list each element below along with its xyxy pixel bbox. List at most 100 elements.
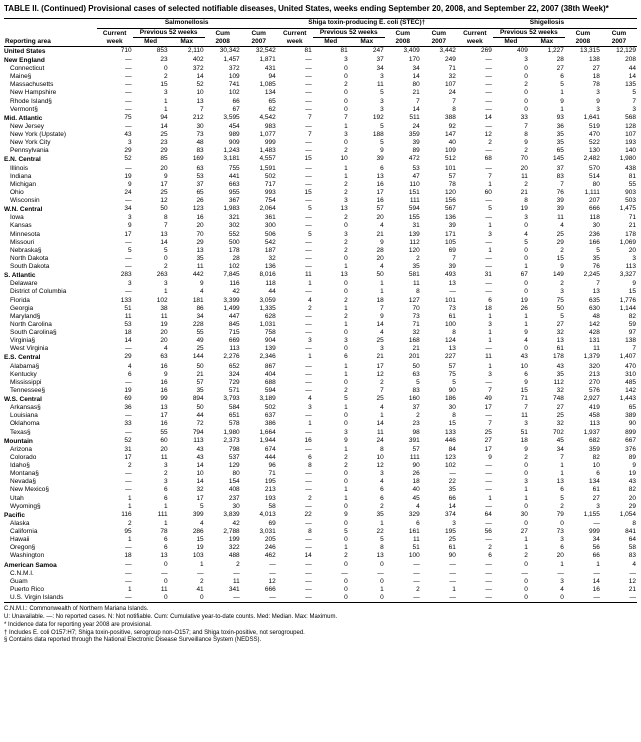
col-cum08-1: Cum2008 bbox=[385, 28, 421, 46]
data-cell: 904 bbox=[241, 337, 277, 345]
data-cell: 51 bbox=[97, 305, 133, 313]
data-cell: 1 bbox=[169, 561, 205, 570]
data-cell: 0 bbox=[493, 345, 529, 353]
area-cell: New York City bbox=[4, 139, 97, 147]
data-cell: 61 bbox=[421, 544, 457, 552]
data-cell: — bbox=[457, 345, 493, 353]
data-cell: 66 bbox=[205, 98, 241, 106]
data-cell: 156 bbox=[421, 197, 457, 205]
data-cell: 6 bbox=[565, 470, 601, 478]
data-cell: 6 bbox=[133, 486, 169, 494]
data-cell: 34 bbox=[349, 65, 385, 73]
data-cell: 19 bbox=[97, 173, 133, 181]
data-cell: 50 bbox=[385, 363, 421, 371]
data-cell: 35 bbox=[529, 139, 565, 147]
data-cell: 11 bbox=[385, 536, 421, 544]
data-cell: — bbox=[457, 586, 493, 594]
data-cell: 25 bbox=[133, 131, 169, 139]
data-cell: 3 bbox=[349, 345, 385, 353]
data-cell: 2 bbox=[313, 387, 349, 395]
data-cell: 29 bbox=[97, 353, 133, 362]
area-cell: Ohio bbox=[4, 189, 97, 197]
area-cell: West Virginia bbox=[4, 345, 97, 353]
data-cell: 34 bbox=[565, 536, 601, 544]
data-cell: 7 bbox=[565, 280, 601, 288]
data-cell: — bbox=[277, 345, 313, 353]
data-cell: 59 bbox=[601, 321, 637, 329]
data-cell: 17 bbox=[133, 412, 169, 420]
data-cell: 55 bbox=[169, 329, 205, 337]
data-cell: 567 bbox=[421, 205, 457, 214]
data-cell: 853 bbox=[133, 46, 169, 56]
data-cell: 3,839 bbox=[205, 511, 241, 520]
data-cell: 512 bbox=[421, 155, 457, 164]
table-row: Oklahoma33167257838610142315733211390 bbox=[4, 420, 637, 428]
data-cell: — bbox=[169, 570, 205, 578]
data-cell: 1 bbox=[493, 313, 529, 321]
data-cell: 26 bbox=[493, 305, 529, 313]
data-cell: 89 bbox=[601, 454, 637, 462]
data-cell: 13 bbox=[313, 271, 349, 280]
table-row: Delaware3391161181011113—0279 bbox=[4, 280, 637, 288]
data-cell: 109 bbox=[421, 147, 457, 155]
area-cell: Kansas bbox=[4, 222, 97, 230]
data-cell: 186 bbox=[421, 395, 457, 404]
data-cell: 39 bbox=[421, 222, 457, 230]
area-cell: Alabama§ bbox=[4, 363, 97, 371]
data-cell: 388 bbox=[421, 114, 457, 123]
data-cell: — bbox=[277, 222, 313, 230]
area-cell: Mountain bbox=[4, 437, 97, 446]
data-cell: 16 bbox=[169, 214, 205, 222]
data-cell: 669 bbox=[205, 337, 241, 345]
section-row: United States7108532,11030,34232,5428181… bbox=[4, 46, 637, 56]
data-cell: — bbox=[457, 570, 493, 578]
data-cell: 27 bbox=[529, 404, 565, 412]
data-cell: 1 bbox=[133, 106, 169, 114]
data-cell: 33 bbox=[97, 420, 133, 428]
data-cell: 9 bbox=[529, 263, 565, 271]
area-cell: Missouri bbox=[4, 239, 97, 247]
data-cell: 999 bbox=[565, 528, 601, 536]
data-cell: 1,069 bbox=[601, 239, 637, 247]
data-cell: 193 bbox=[601, 139, 637, 147]
data-cell: 2 bbox=[385, 255, 421, 263]
data-cell: 20 bbox=[529, 552, 565, 560]
data-cell: 2 bbox=[313, 181, 349, 189]
data-cell: 205 bbox=[241, 536, 277, 544]
data-cell: 2 bbox=[277, 305, 313, 313]
col-max-0: Max bbox=[169, 37, 205, 46]
data-table: Reporting area Salmonellosis Shiga toxin… bbox=[4, 18, 637, 603]
table-row: North Carolina53192288451,031—1147110031… bbox=[4, 321, 637, 329]
data-cell: 8 bbox=[493, 131, 529, 139]
data-cell: 1,379 bbox=[565, 353, 601, 362]
data-cell: 1,111 bbox=[565, 189, 601, 197]
data-cell: 374 bbox=[421, 511, 457, 520]
data-cell: 30 bbox=[421, 404, 457, 412]
data-cell: — bbox=[277, 65, 313, 73]
data-cell: 6 bbox=[97, 371, 133, 379]
area-cell: C.N.M.I. bbox=[4, 570, 97, 578]
data-cell: 78 bbox=[565, 81, 601, 89]
data-cell: 310 bbox=[601, 371, 637, 379]
data-cell: 2 bbox=[313, 454, 349, 462]
data-cell: 755 bbox=[205, 165, 241, 173]
area-cell: New Mexico§ bbox=[4, 486, 97, 494]
data-cell: 102 bbox=[421, 462, 457, 470]
data-cell: 3 bbox=[133, 280, 169, 288]
data-cell: 13 bbox=[169, 247, 205, 255]
data-cell: 1 bbox=[457, 181, 493, 189]
data-cell: 9 bbox=[493, 379, 529, 387]
data-cell: — bbox=[277, 173, 313, 181]
col-current-1: Currentweek bbox=[277, 28, 313, 46]
data-cell: — bbox=[97, 56, 133, 65]
data-cell: 3 bbox=[349, 98, 385, 106]
data-cell: 447 bbox=[205, 313, 241, 321]
data-cell: 76 bbox=[565, 263, 601, 271]
data-cell: 8 bbox=[385, 288, 421, 296]
data-cell: 53 bbox=[385, 165, 421, 173]
data-cell: 201 bbox=[385, 353, 421, 362]
data-cell: — bbox=[385, 570, 421, 578]
data-cell: 651 bbox=[205, 412, 241, 420]
data-cell: 13,315 bbox=[565, 46, 601, 56]
data-cell: 1,407 bbox=[601, 353, 637, 362]
